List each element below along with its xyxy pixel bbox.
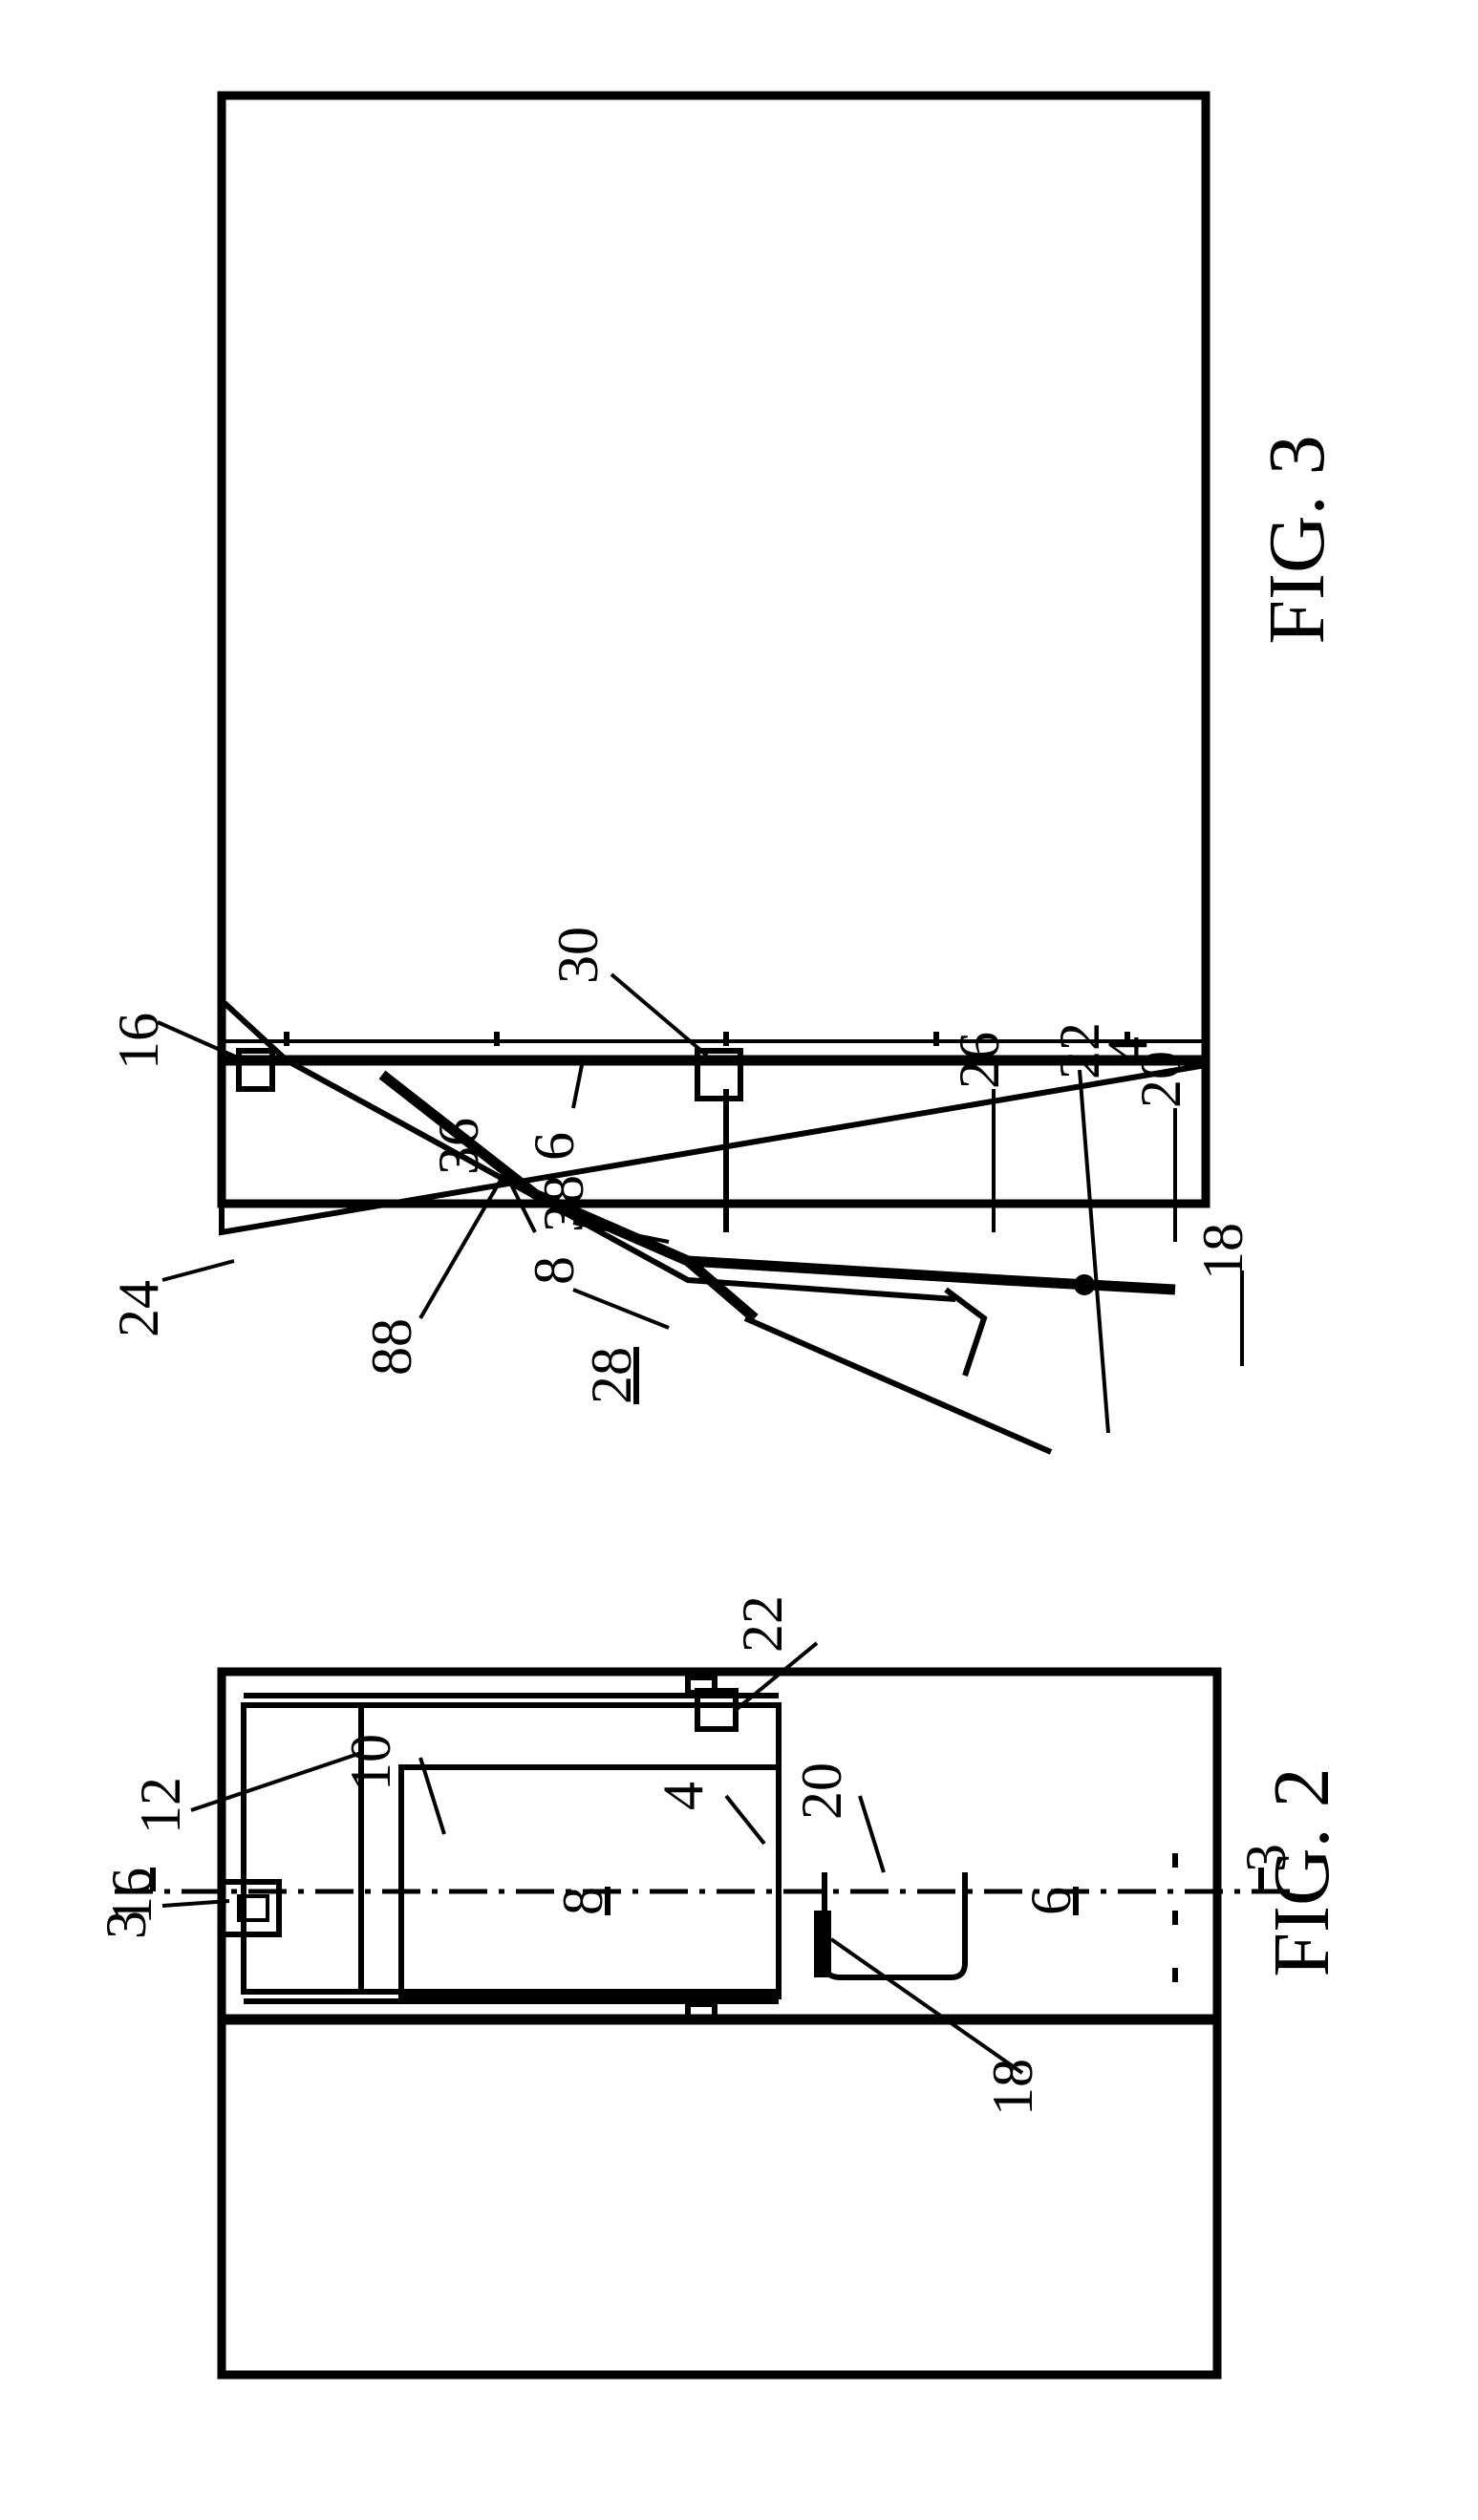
- fig-2: 16 12 10 4 20 8 6 3 3 22 18 FIG. 2: [95, 1595, 1346, 2375]
- fig3-piece-22: [745, 1318, 1051, 1452]
- fig2-label-3-top: 3: [95, 1911, 158, 1939]
- fig3-arc-24: [225, 1003, 955, 1299]
- fig2-latch-18: [814, 1911, 831, 1977]
- fig2-leader-12: [191, 1753, 361, 1810]
- fig2-handle-20: [825, 1872, 965, 1977]
- fig2-label-20: 20: [790, 1762, 853, 1820]
- fig2-label-6: 6: [1019, 1887, 1082, 1915]
- fig3-label-4: 4: [1096, 1036, 1159, 1065]
- fig3-piece-20: [946, 1290, 984, 1376]
- fig2-label-8: 8: [551, 1887, 614, 1915]
- fig3-label-30: 30: [546, 927, 610, 984]
- fig3-leader-30: [611, 974, 707, 1056]
- fig3-leader-6: [573, 1060, 583, 1108]
- fig3-label-18: 18: [1191, 1223, 1254, 1280]
- fig2-caption: FIG. 2: [1257, 1767, 1346, 1976]
- fig3-leader-22: [1080, 1070, 1108, 1433]
- fig3-caption: FIG. 3: [1253, 435, 1341, 644]
- fig3-label-36: 36: [427, 1118, 490, 1175]
- fig3-label-6: 6: [523, 1132, 586, 1161]
- fig3-label-26: 26: [948, 1032, 1011, 1089]
- fig-3: 16 24 88 28 30 6 36 38 8 26 22 20 18 4 F…: [107, 96, 1341, 1452]
- fig2-leader-4: [726, 1796, 764, 1844]
- fig3-label-24: 24: [107, 1280, 170, 1337]
- fig3-label-28: 28: [580, 1347, 643, 1404]
- fig2-label-12: 12: [129, 1777, 192, 1834]
- fig2-label-10: 10: [339, 1734, 402, 1791]
- fig2-label-22: 22: [731, 1595, 794, 1653]
- fig3-label-88: 88: [360, 1318, 423, 1376]
- fig3-leader-24: [162, 1261, 234, 1280]
- fig3-label-38: 38: [532, 1175, 595, 1232]
- fig3-leader-8: [573, 1290, 669, 1328]
- fig3-label-16: 16: [107, 1013, 170, 1070]
- fig2-hinge-block-right: [688, 2004, 715, 2019]
- fig2-label-18: 18: [981, 2059, 1044, 2116]
- fig3-label-8: 8: [523, 1256, 586, 1285]
- fig2-window-10: [401, 1767, 779, 1997]
- fig2-leader-18: [831, 1939, 1022, 2073]
- fig2-leader-20: [860, 1796, 884, 1872]
- fig2-panel-8: [244, 1705, 779, 1992]
- fig2-label-4: 4: [652, 1782, 715, 1810]
